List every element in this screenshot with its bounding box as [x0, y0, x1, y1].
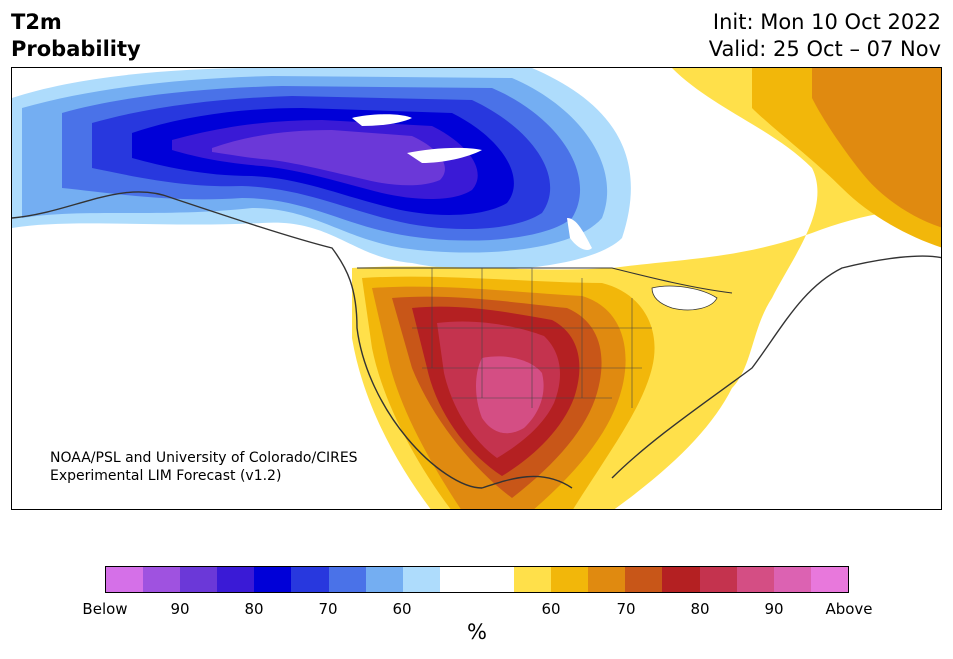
colorbar-segment [588, 567, 626, 592]
colorbar-tick: 60 [392, 600, 412, 618]
great-lakes [651, 285, 718, 311]
colorbar-segment [551, 567, 589, 592]
title-line-1: T2m [11, 10, 62, 34]
colorbar-tick-above: Above [825, 600, 873, 618]
great-slave-lake [407, 147, 482, 163]
probability-map: NOAA/PSL and University of Colorado/CIRE… [11, 67, 942, 510]
cold-contour-90 [212, 130, 445, 186]
coastline [12, 191, 941, 489]
colorbar-segment [365, 567, 403, 592]
colorbar-tick: 90 [170, 600, 190, 618]
warm-contour-90 [476, 356, 544, 434]
colorbar-segment-neutral [439, 567, 515, 592]
state-lines [412, 268, 652, 408]
colorbar-segment [699, 567, 737, 592]
colorbar-segment [291, 567, 329, 592]
colorbar-segment [180, 567, 218, 592]
date-info: Init: Mon 10 Oct 2022 Valid: 25 Oct – 07… [709, 9, 941, 63]
colorbar-segment [662, 567, 700, 592]
colorbar-segment [254, 567, 292, 592]
colorbar-segment [625, 567, 663, 592]
colorbar-segment [143, 567, 181, 592]
colorbar [105, 566, 849, 593]
colorbar-tick: 70 [318, 600, 338, 618]
credit-line-1: NOAA/PSL and University of Colorado/CIRE… [50, 450, 358, 466]
init-date: Init: Mon 10 Oct 2022 [712, 10, 941, 34]
colorbar-segment [106, 567, 144, 592]
credit-text: NOAA/PSL and University of Colorado/CIRE… [50, 449, 358, 485]
us-canada-border [357, 267, 733, 294]
lake-winnipeg [567, 218, 592, 250]
colorbar-segment [736, 567, 774, 592]
credit-line-2: Experimental LIM Forecast (v1.2) [50, 468, 282, 484]
colorbar-unit-label: % [467, 620, 487, 644]
chart-title: T2m Probability [11, 9, 141, 63]
colorbar-segment [328, 567, 366, 592]
colorbar-tick-below: Below [82, 600, 128, 618]
colorbar-tick: 90 [764, 600, 784, 618]
colorbar-tick: 60 [541, 600, 561, 618]
colorbar-segment [773, 567, 811, 592]
colorbar-segment [514, 567, 552, 592]
colorbar-tick: 80 [244, 600, 264, 618]
colorbar-tick: 70 [616, 600, 636, 618]
colorbar-tick: 80 [690, 600, 710, 618]
map-canvas [12, 68, 941, 509]
colorbar-segment [810, 567, 848, 592]
great-bear-lake [352, 114, 412, 126]
colorbar-segment [402, 567, 440, 592]
title-line-2: Probability [11, 37, 141, 61]
valid-range: Valid: 25 Oct – 07 Nov [708, 37, 941, 61]
colorbar-segment [217, 567, 255, 592]
